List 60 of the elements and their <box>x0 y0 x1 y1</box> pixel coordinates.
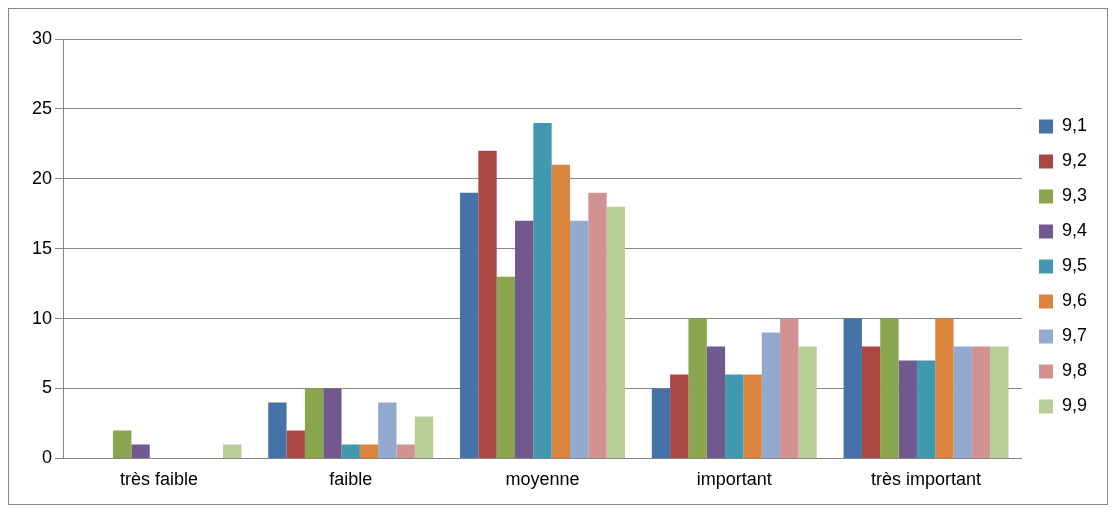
y-tick-label: 15 <box>31 237 53 258</box>
bar <box>569 220 589 458</box>
y-tick-label: 10 <box>31 307 53 328</box>
bar <box>478 150 497 458</box>
legend-label: 9,8 <box>1061 360 1088 381</box>
x-tick-label: important <box>696 469 772 490</box>
bar <box>688 318 707 458</box>
y-tick-label: 25 <box>31 97 53 118</box>
bar <box>651 388 671 458</box>
bar <box>551 164 570 458</box>
bar <box>378 402 397 458</box>
bar <box>533 122 552 458</box>
bar <box>935 318 954 458</box>
bar <box>588 192 607 458</box>
y-tick-label: 20 <box>31 167 53 188</box>
x-tick-label: très important <box>871 469 982 490</box>
bar <box>990 346 1009 458</box>
bar <box>131 444 150 458</box>
bar <box>268 402 287 458</box>
bar <box>460 192 479 458</box>
bar <box>743 374 762 458</box>
legend-label: 9,1 <box>1061 115 1088 136</box>
bar <box>670 374 689 458</box>
bar <box>341 444 360 458</box>
bar <box>725 374 744 458</box>
bar <box>880 318 899 458</box>
bar <box>953 346 972 458</box>
bar <box>780 318 799 458</box>
bar <box>304 388 324 458</box>
bar <box>706 346 726 458</box>
bar <box>798 346 817 458</box>
legend-label: 9,2 <box>1061 150 1088 171</box>
x-tick-label: moyenne <box>505 469 580 490</box>
bar <box>223 444 242 458</box>
bar <box>396 444 415 458</box>
bar <box>916 360 936 458</box>
y-tick-label: 30 <box>31 27 53 48</box>
legend-label: 9,7 <box>1061 325 1088 346</box>
legend-label: 9,4 <box>1061 220 1088 241</box>
x-tick-label: faible <box>329 469 373 490</box>
bar <box>414 416 434 458</box>
y-tick-label: 0 <box>42 447 53 468</box>
bar <box>515 220 534 458</box>
bar <box>359 444 379 458</box>
bar <box>286 430 305 458</box>
bar <box>861 346 881 458</box>
legend-label: 9,9 <box>1061 395 1088 416</box>
y-tick-label: 5 <box>42 377 53 398</box>
bar <box>898 360 917 458</box>
legend-label: 9,6 <box>1061 290 1088 311</box>
bar <box>606 206 625 458</box>
bar <box>323 388 342 458</box>
x-tick-label: très faible <box>119 469 198 490</box>
legend-label: 9,5 <box>1061 255 1088 276</box>
bar <box>971 346 991 458</box>
bar <box>843 318 862 458</box>
bar <box>496 276 516 458</box>
bar <box>761 332 781 458</box>
bar <box>113 430 132 458</box>
legend-label: 9,3 <box>1061 185 1088 206</box>
